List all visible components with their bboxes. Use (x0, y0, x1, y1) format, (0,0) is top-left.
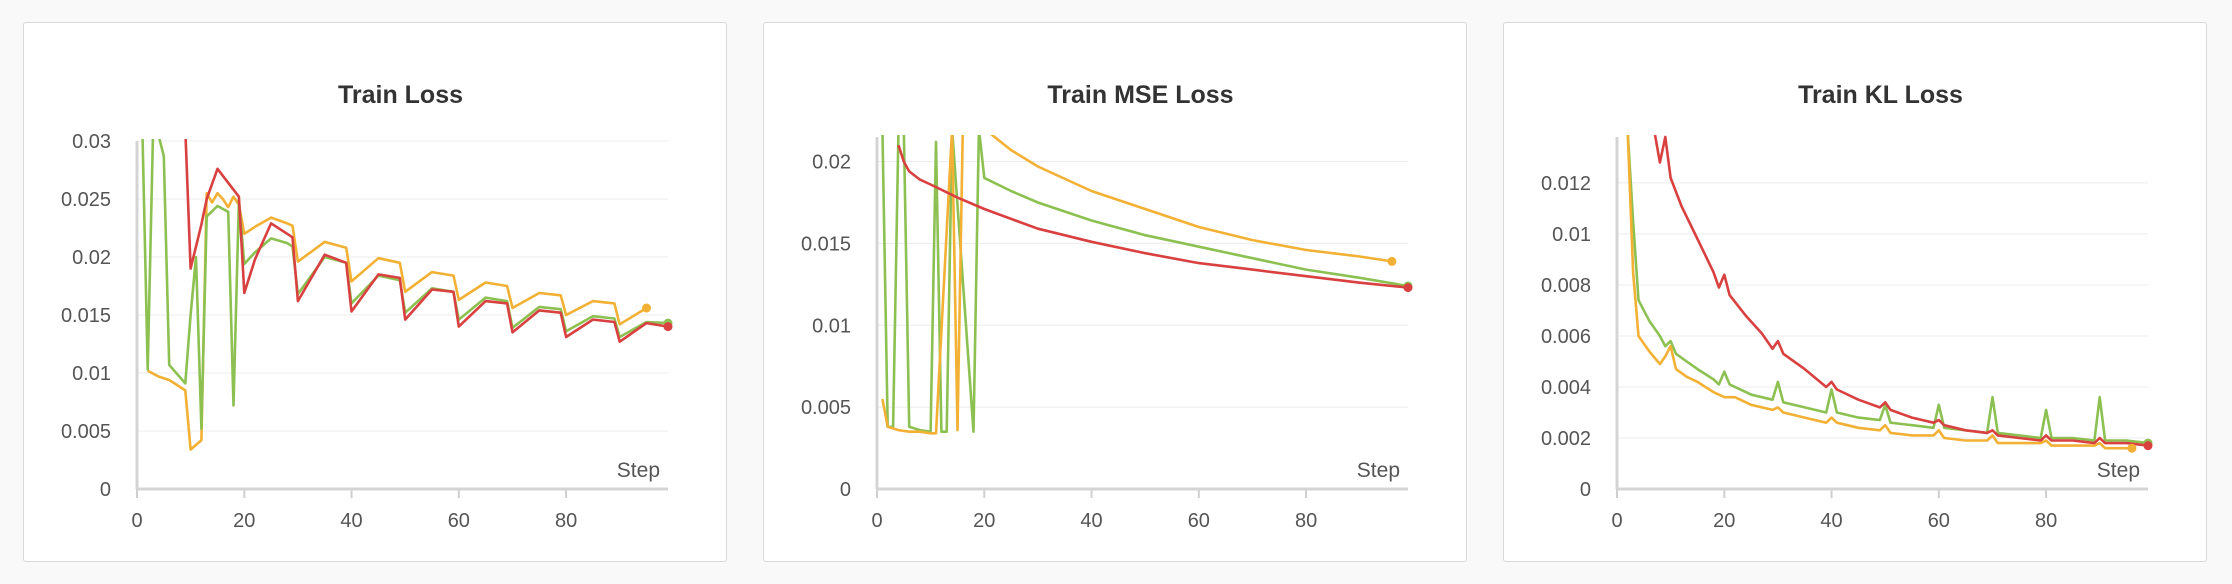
y-tick-label: 0 (100, 479, 111, 501)
x-tick-label: 40 (340, 510, 362, 532)
x-tick-label: 60 (448, 510, 470, 532)
y-tick-label: 0.03 (72, 131, 111, 153)
y-tick-label: 0 (1580, 479, 1591, 501)
y-tick-label: 0.004 (1541, 377, 1591, 399)
x-tick-label: 20 (233, 510, 255, 532)
x-tick-label: 80 (2035, 510, 2057, 532)
x-tick-label: 80 (1295, 510, 1317, 532)
chart-panel-train-loss: Train Loss 0 0.005 0.01 0.015 0.02 0.025 0.03 0 2… (23, 22, 727, 562)
series-end-point-1 (2127, 443, 2137, 453)
y-tick-label: 0.005 (801, 397, 851, 419)
series-line-0 (1626, 135, 2149, 445)
chart-panel-train-kl-loss: Train KL Loss 0 0.002 0.004 0.006 0.008 0.01 0.… (1503, 22, 2207, 562)
y-tick-label: 0.015 (801, 233, 851, 255)
series-end-point-2 (1403, 283, 1413, 293)
y-tick-label: 0 (840, 479, 851, 501)
series-end-point-2 (663, 322, 673, 332)
y-tick-label: 0.005 (61, 421, 111, 443)
x-tick-label: 20 (973, 510, 995, 532)
y-tick-label: 0.01 (1552, 224, 1591, 246)
chart-panel-train-mse-loss: Train MSE Loss 0 0.005 0.01 0.015 0.02 0 20 40 60… (763, 22, 1467, 562)
series-line-0 (147, 191, 648, 451)
series-line-1 (881, 135, 1393, 435)
series-line-2 (897, 144, 1409, 289)
series-line-0 (881, 135, 1409, 433)
series-end-point-0 (642, 303, 652, 313)
y-tick-label: 0.02 (72, 247, 111, 269)
y-tick-label: 0.008 (1541, 275, 1591, 297)
y-tick-label: 0.012 (1541, 173, 1591, 195)
y-tick-label: 0.02 (812, 152, 851, 174)
x-tick-label: 80 (555, 510, 577, 532)
chart-train-kl-loss: Train KL Loss 0 0.002 0.004 0.006 0.008 0.01 0.… (1541, 81, 2153, 532)
x-tick-label: 40 (1820, 510, 1842, 532)
x-axis-label: Step (2097, 459, 2140, 482)
chart-train-mse-loss: Train MSE Loss 0 0.005 0.01 0.015 0.02 0 20 40 60… (801, 81, 1413, 532)
y-tick-label: 0.006 (1541, 326, 1591, 348)
y-tick-label: 0.025 (61, 189, 111, 211)
x-axis-label: Step (617, 459, 660, 482)
x-tick-label: 0 (871, 510, 882, 532)
chart-title: Train MSE Loss (1047, 81, 1233, 109)
y-tick-label: 0.01 (812, 315, 851, 337)
y-tick-label: 0.01 (72, 363, 111, 385)
series-end-point-2 (2143, 441, 2153, 451)
y-tick-label: 0.015 (61, 305, 111, 327)
chart-title: Train Loss (338, 81, 463, 109)
x-tick-label: 60 (1928, 510, 1950, 532)
series-line-2 (1653, 135, 2149, 447)
x-tick-label: 0 (1611, 510, 1622, 532)
x-tick-label: 40 (1080, 510, 1102, 532)
x-axis-label: Step (1357, 459, 1400, 482)
x-tick-label: 20 (1713, 510, 1735, 532)
chart-title: Train KL Loss (1798, 81, 1963, 109)
x-tick-label: 0 (131, 510, 142, 532)
series-end-point-1 (1387, 256, 1397, 266)
y-tick-label: 0.002 (1541, 428, 1591, 450)
chart-train-loss: Train Loss 0 0.005 0.01 0.015 0.02 0.025 0.03 0 2… (61, 81, 673, 532)
x-tick-label: 60 (1188, 510, 1210, 532)
series-line-2 (184, 139, 669, 343)
series-line-1 (1626, 135, 2132, 450)
